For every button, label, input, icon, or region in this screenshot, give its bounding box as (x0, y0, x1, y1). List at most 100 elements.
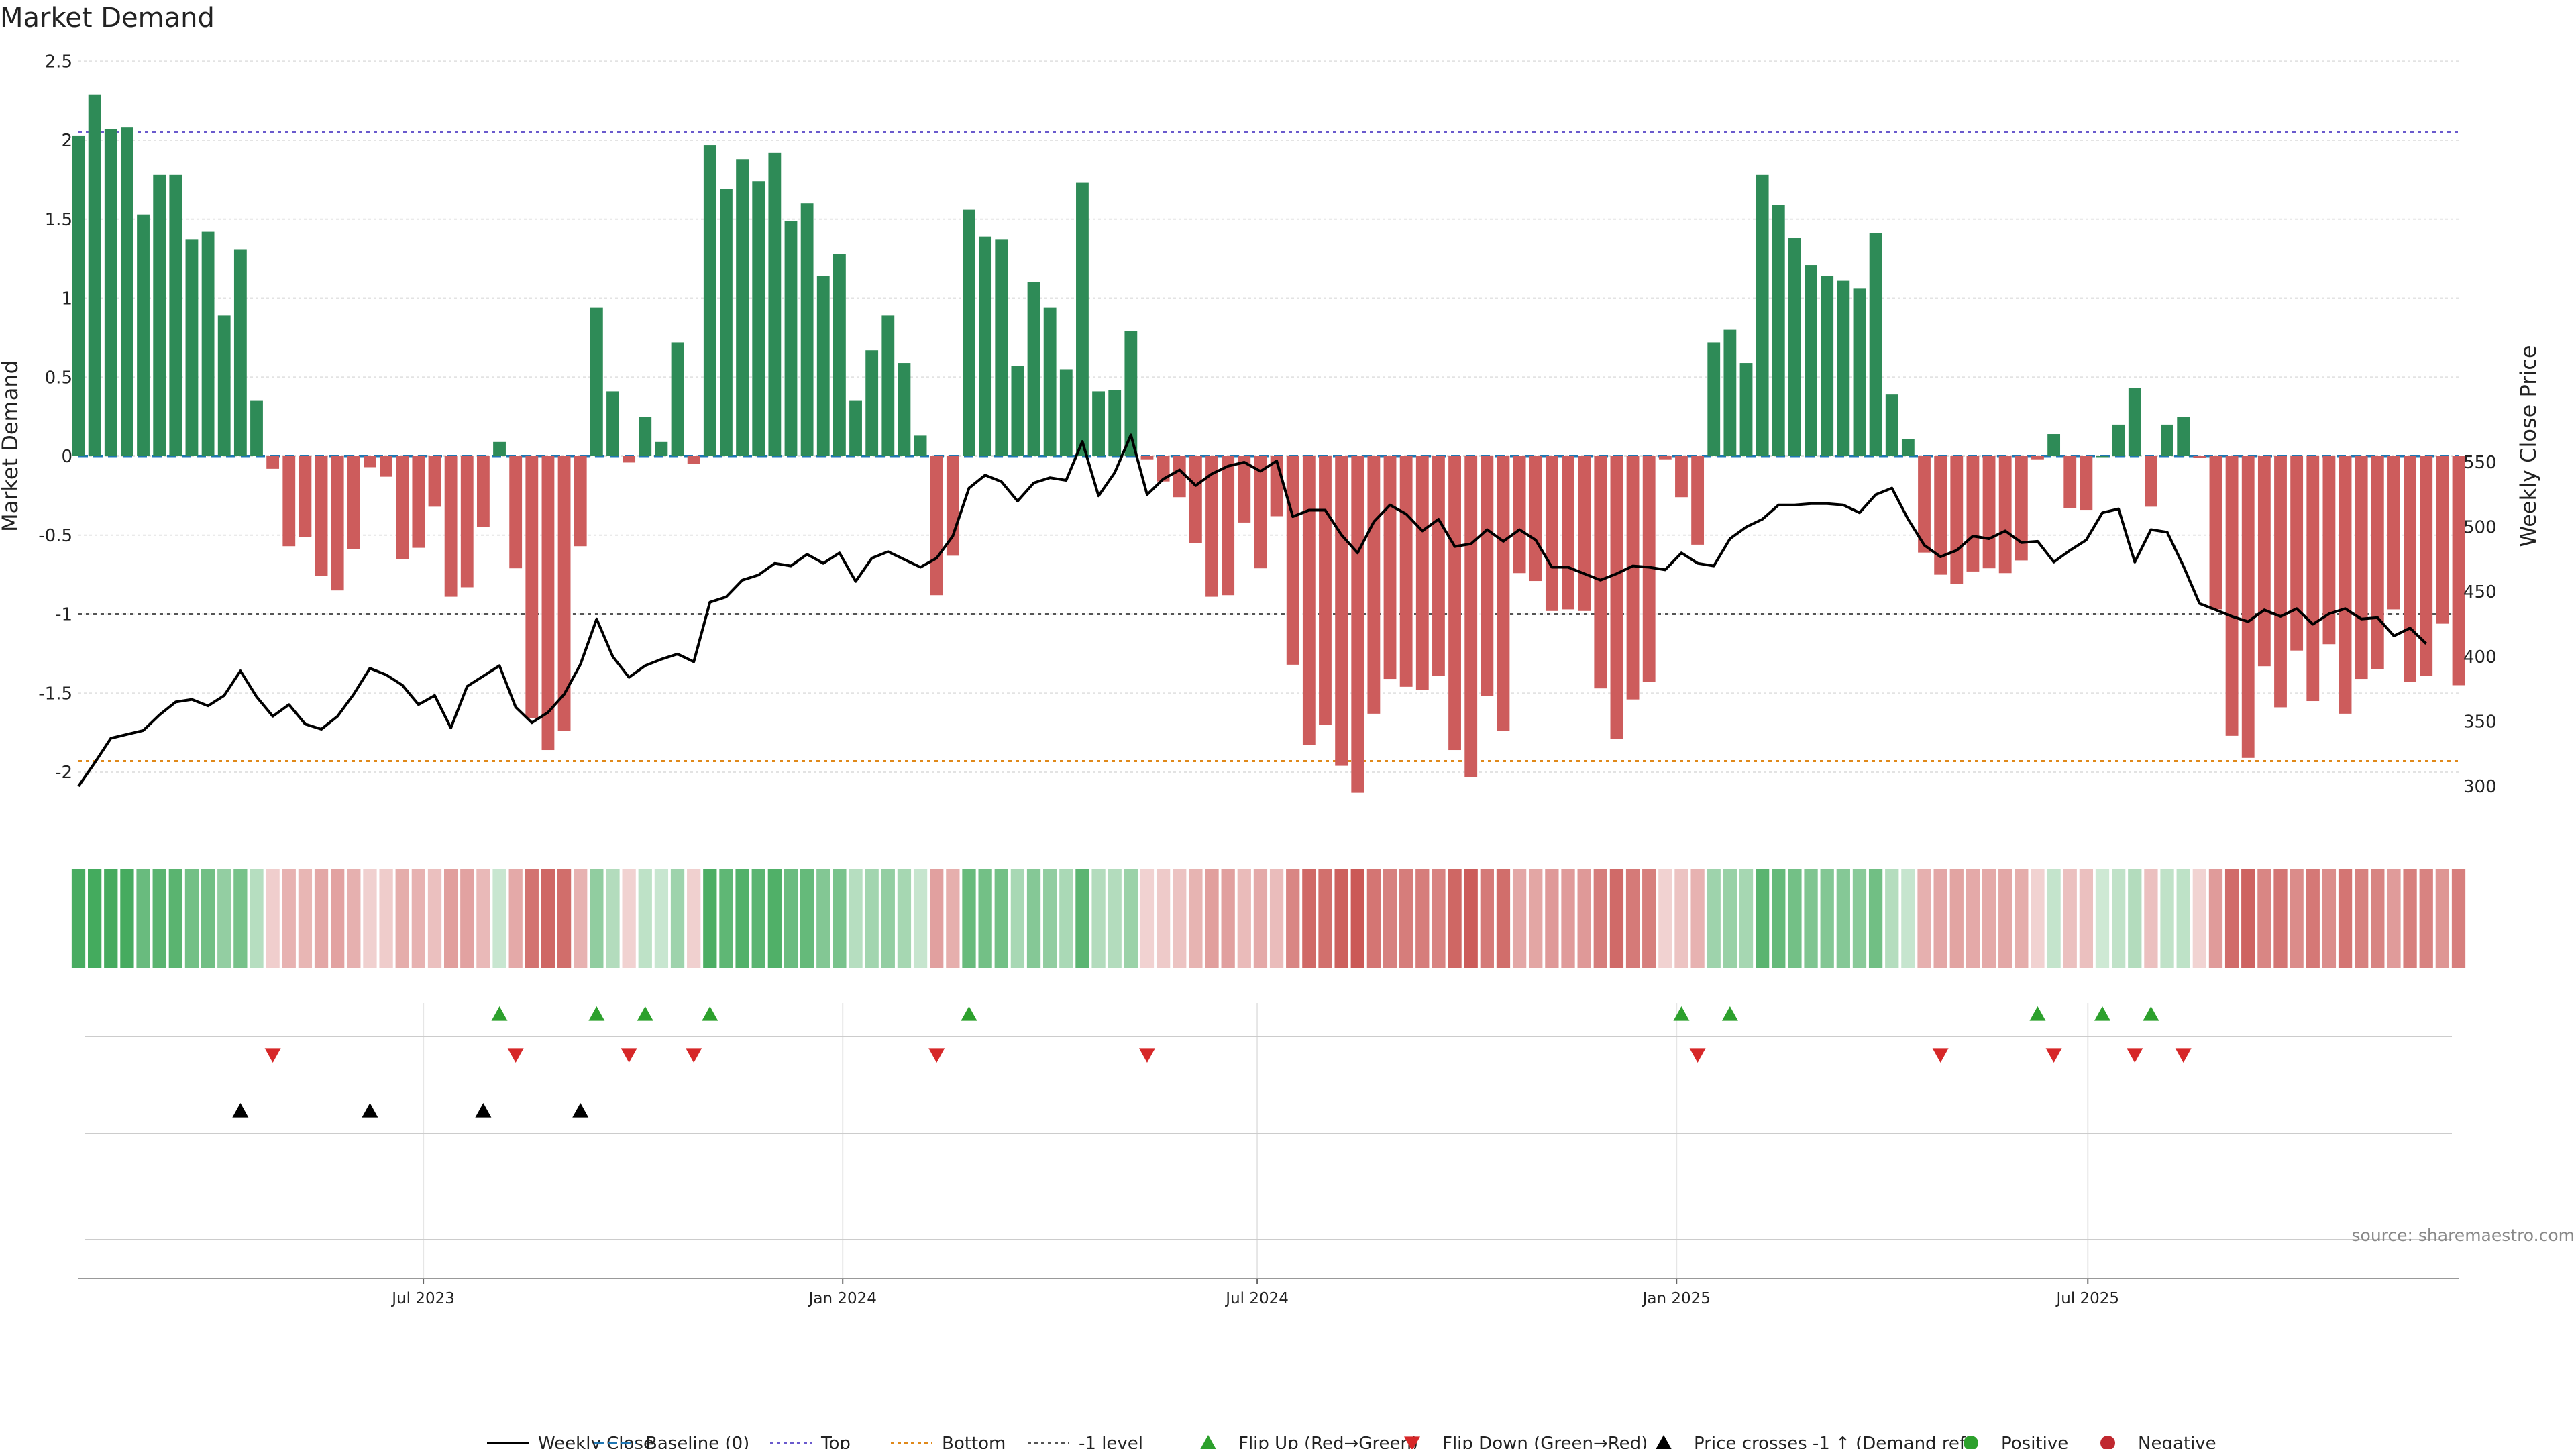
demand-bar (1821, 276, 1834, 456)
heat-cell (1334, 869, 1348, 968)
heat-cell (962, 869, 976, 968)
heat-cell (314, 869, 329, 968)
demand-bar (2193, 456, 2206, 458)
heat-cell (2273, 869, 2288, 968)
heat-cell (1625, 869, 1640, 968)
heat-cell (1593, 869, 1607, 968)
demand-bar (428, 456, 441, 507)
flip-up-marker (1673, 1006, 1690, 1021)
heat-cell (1124, 869, 1138, 968)
heat-cell (670, 869, 685, 968)
demand-bar (1626, 456, 1640, 700)
weekly-close-line (77, 433, 2428, 788)
heat-cell (2015, 869, 2029, 968)
heat-cell (2063, 869, 2077, 968)
heat-cell (2031, 869, 2045, 968)
demand-bar (347, 456, 360, 549)
heat-cell (2176, 869, 2190, 968)
heat-cell (87, 869, 102, 968)
heat-cell (1982, 869, 1996, 968)
heat-cell (590, 869, 604, 968)
demand-bar (1578, 456, 1591, 611)
demand-bar (1545, 456, 1558, 611)
heat-cell (1173, 869, 1187, 968)
demand-bar (833, 254, 846, 456)
heat-cell (1529, 869, 1543, 968)
heat-cell (1010, 869, 1025, 968)
demand-bar (2096, 456, 2109, 458)
demand-bar (315, 456, 328, 576)
demand-bar (1723, 329, 1737, 456)
heat-cell (994, 869, 1008, 968)
heat-cell (1788, 869, 1802, 968)
demand-bar (606, 391, 619, 456)
demand-bar (1885, 394, 1898, 456)
heat-cell (2338, 869, 2353, 968)
heat-cell (347, 869, 361, 968)
demand-bar (2355, 456, 2368, 680)
heat-cell (687, 869, 701, 968)
demand-bar (1124, 331, 1138, 456)
chart-title: Market Demand (0, 3, 215, 34)
demand-bar (1108, 390, 1122, 456)
demand-bar (2225, 456, 2239, 736)
heat-cell (427, 869, 442, 968)
flip-up-marker (702, 1006, 718, 1021)
reference-lines (78, 131, 2459, 763)
heat-cell (2192, 869, 2206, 968)
demand-bar (1966, 456, 1980, 572)
heat-cell (1432, 869, 1446, 968)
demand-bar (1918, 456, 1931, 553)
demand-bar (364, 456, 376, 468)
y2-tick-label: 300 (2463, 777, 2497, 797)
heat-cell (1399, 869, 1413, 968)
heat-cell (443, 869, 458, 968)
demand-bar (2063, 456, 2077, 508)
heat-cell (1690, 869, 1705, 968)
demand-bar (655, 441, 668, 456)
demand-bar (671, 342, 684, 456)
heat-cell (1286, 869, 1300, 968)
heat-cell (1901, 869, 1915, 968)
demand-bar (1351, 456, 1364, 793)
demand-bar (1837, 280, 1850, 456)
legend-label: Top (820, 1434, 851, 1449)
demand-bar (2161, 424, 2174, 456)
legend-item: Flip Down (Green→Red) (1404, 1434, 1648, 1449)
legend-item: Price crosses -1 ↑ (Demand ref) (1656, 1434, 1972, 1449)
heat-cell (331, 869, 345, 968)
demand-bar (444, 456, 458, 597)
legend-swatch (1200, 1435, 1216, 1449)
legend-item: Baseline (0) (594, 1434, 749, 1449)
flip-down-marker (264, 1048, 281, 1063)
demand-bar (1448, 456, 1461, 751)
demand-bar (2436, 456, 2449, 624)
legend-label: Price crosses -1 ↑ (Demand ref) (1694, 1434, 1972, 1449)
y2-tick-label: 450 (2463, 582, 2497, 602)
heat-cell (541, 869, 555, 968)
y2-axis-label: Weekly Close Price (2516, 345, 2541, 547)
heat-cell (1820, 869, 1834, 968)
heat-cell (1480, 869, 1494, 968)
demand-bar (1302, 456, 1316, 745)
heat-cell (735, 869, 749, 968)
heat-cell (525, 869, 539, 968)
demand-bar (412, 456, 425, 548)
heat-cell (2419, 869, 2433, 968)
demand-bar (2031, 456, 2044, 460)
demand-bar (201, 231, 215, 456)
heat-cell (800, 869, 814, 968)
heat-cell (2112, 869, 2126, 968)
heat-cell (1772, 869, 1786, 968)
demand-bar (2387, 456, 2400, 610)
flip-up-marker (1721, 1006, 1738, 1021)
demand-bar (995, 239, 1008, 456)
heat-cell (1609, 869, 1624, 968)
heat-cell (2306, 869, 2320, 968)
y-tick-label: 2 (61, 131, 72, 151)
demand-bar (1043, 307, 1057, 456)
demand-bar (1739, 363, 1753, 456)
heat-cell (1318, 869, 1332, 968)
